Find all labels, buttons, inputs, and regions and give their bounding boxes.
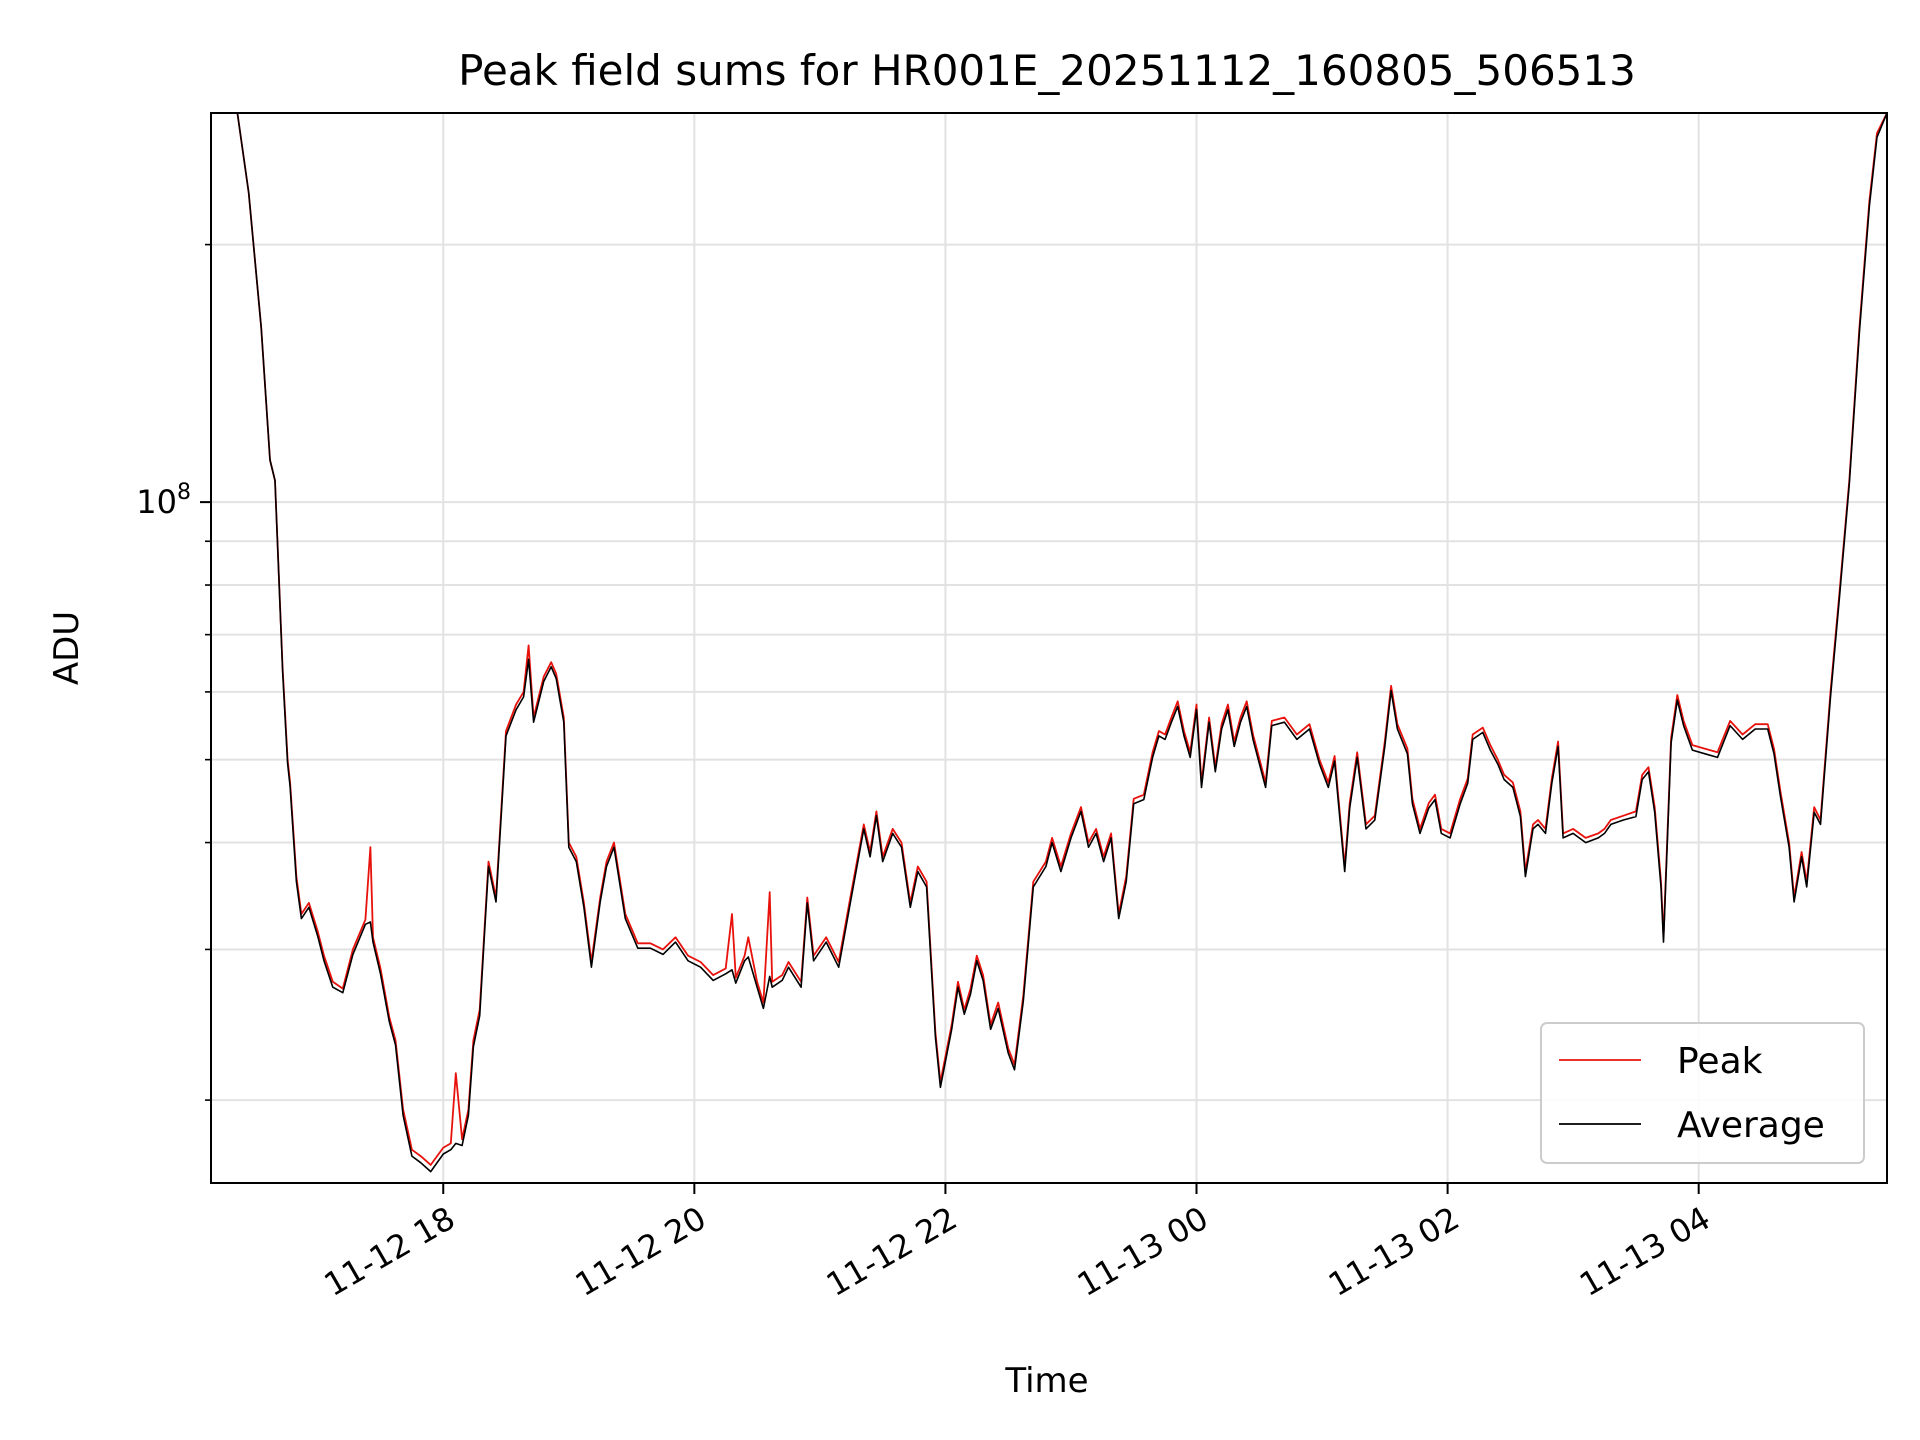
y-axis-label: ADU: [47, 611, 87, 685]
chart-title: Peak field sums for HR001E_20251112_1608…: [458, 46, 1636, 95]
legend-label-peak: Peak: [1677, 1041, 1763, 1082]
x-axis-label: Time: [1004, 1361, 1088, 1401]
grid: [211, 113, 1887, 1183]
legend-box: [1540, 1022, 1865, 1164]
series-line-average: [211, 113, 1887, 1173]
legend-label-average: Average: [1677, 1105, 1825, 1146]
y-tick-label-0: 108: [136, 480, 191, 521]
legend: Peak Average: [1540, 1022, 1865, 1164]
plot-frame: [210, 112, 1888, 1184]
series-lines: [211, 113, 1887, 1173]
